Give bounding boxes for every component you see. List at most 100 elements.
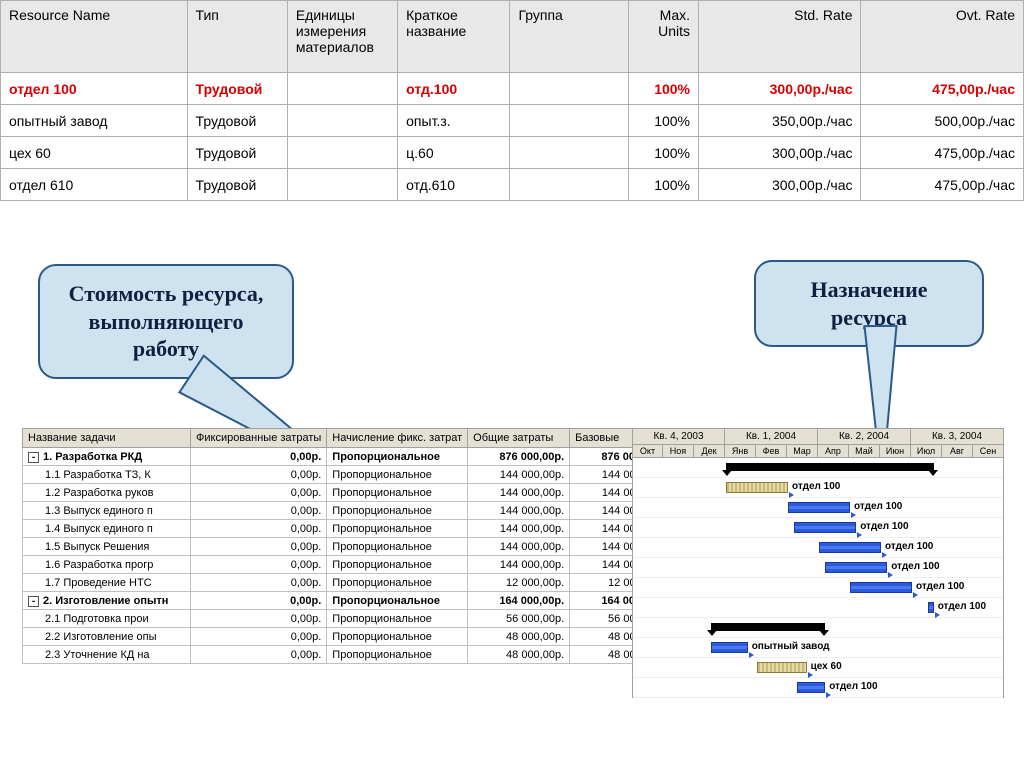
gantt-bar[interactable]: [794, 522, 856, 533]
gantt-bar-label: отдел 100: [860, 521, 908, 532]
gantt-bar-label: отдел 100: [792, 481, 840, 492]
cell-ovt: 475,00р./час: [861, 137, 1024, 169]
task-row[interactable]: 1.1 Разработка ТЗ, К0,00р.Пропорциональн…: [23, 466, 672, 484]
gantt-month: Фев: [756, 445, 787, 458]
task-cell-fixed: 0,00р.: [191, 466, 327, 484]
gantt-bar-label: отдел 100: [885, 541, 933, 552]
task-cell-name: 2.3 Уточнение КД на: [23, 646, 191, 664]
callout-assign-text: Назначение ресурса: [810, 277, 927, 330]
task-cell-accr: Пропорциональное: [327, 502, 468, 520]
task-row[interactable]: -1. Разработка РКД0,00р.Пропорциональное…: [23, 448, 672, 466]
task-cell-name: 1.5 Выпуск Решения: [23, 538, 191, 556]
cell-type: Трудовой: [187, 105, 287, 137]
task-row[interactable]: 1.4 Выпуск единого п0,00р.Пропорциональн…: [23, 520, 672, 538]
gantt-month: Мар: [787, 445, 818, 458]
task-row[interactable]: 1.2 Разработка руков0,00р.Пропорциональн…: [23, 484, 672, 502]
cell-name: цех 60: [1, 137, 188, 169]
resource-row[interactable]: отдел 100Трудовойотд.100100%300,00р./час…: [1, 73, 1024, 105]
cell-max: 100%: [628, 169, 698, 201]
gantt-bar-label: отдел 100: [854, 501, 902, 512]
gantt-bar-label: отдел 100: [829, 681, 877, 692]
task-row[interactable]: 1.7 Проведение НТС0,00р.Пропорциональное…: [23, 574, 672, 592]
gantt-summary-bar: [726, 463, 934, 471]
gantt-month: Ноя: [663, 445, 694, 458]
task-cell-accr: Пропорциональное: [327, 520, 468, 538]
gantt-row: [633, 558, 1003, 578]
outline-toggle[interactable]: -: [28, 452, 39, 463]
resource-row[interactable]: опытный заводТрудовойопыт.з.100%350,00р.…: [1, 105, 1024, 137]
task-col-fixed[interactable]: Фиксированные затраты: [191, 429, 327, 448]
gantt-month: Июн: [880, 445, 911, 458]
cell-unit: [287, 137, 397, 169]
task-cell-accr: Пропорциональное: [327, 538, 468, 556]
task-col-total[interactable]: Общие затраты: [468, 429, 570, 448]
task-cell-total: 144 000,00р.: [468, 556, 570, 574]
gantt-bar[interactable]: [711, 642, 748, 653]
task-cell-total: 164 000,00р.: [468, 592, 570, 610]
task-cell-fixed: 0,00р.: [191, 574, 327, 592]
callout-cost: Стоимость ресурса, выполняющего работу: [38, 264, 294, 379]
task-row[interactable]: 2.1 Подготовка прои0,00р.Пропорционально…: [23, 610, 672, 628]
task-cell-name: 1.1 Разработка ТЗ, К: [23, 466, 191, 484]
cell-ovt: 475,00р./час: [861, 169, 1024, 201]
gantt-bar[interactable]: [928, 602, 934, 613]
res-col-max[interactable]: Max. Units: [628, 1, 698, 73]
gantt-summary-bar: [711, 623, 826, 631]
gantt-bar[interactable]: [757, 662, 807, 673]
cell-short: ц.60: [398, 137, 510, 169]
task-row[interactable]: 1.5 Выпуск Решения0,00р.Пропорциональное…: [23, 538, 672, 556]
task-cell-total: 56 000,00р.: [468, 610, 570, 628]
task-table: Название задачиФиксированные затратыНачи…: [22, 428, 672, 664]
gantt-bar[interactable]: [797, 682, 825, 693]
cell-group: [510, 73, 628, 105]
gantt-bar[interactable]: [819, 542, 881, 553]
task-cell-name: 2.2 Изготовление опы: [23, 628, 191, 646]
gantt-bar[interactable]: [726, 482, 788, 493]
gantt-bar[interactable]: [850, 582, 912, 593]
task-cell-total: 48 000,00р.: [468, 646, 570, 664]
gantt-quarter: Кв. 2, 2004: [818, 428, 911, 445]
task-cell-fixed: 0,00р.: [191, 610, 327, 628]
task-row[interactable]: 2.3 Уточнение КД на0,00р.Пропорционально…: [23, 646, 672, 664]
gantt-bar[interactable]: [825, 562, 887, 573]
task-cell-total: 144 000,00р.: [468, 466, 570, 484]
cell-type: Трудовой: [187, 137, 287, 169]
outline-toggle[interactable]: -: [28, 596, 39, 607]
cell-max: 100%: [628, 73, 698, 105]
gantt-month: Дек: [694, 445, 725, 458]
task-row[interactable]: 1.6 Разработка прогр0,00р.Пропорциональн…: [23, 556, 672, 574]
res-col-ovt[interactable]: Ovt. Rate: [861, 1, 1024, 73]
task-cell-fixed: 0,00р.: [191, 484, 327, 502]
task-cell-accr: Пропорциональное: [327, 610, 468, 628]
task-row[interactable]: 1.3 Выпуск единого п0,00р.Пропорциональн…: [23, 502, 672, 520]
task-panel: Название задачиФиксированные затратыНачи…: [22, 428, 1002, 664]
task-row[interactable]: 2.2 Изготовление опы0,00р.Пропорциональн…: [23, 628, 672, 646]
res-col-group[interactable]: Группа: [510, 1, 628, 73]
resource-row[interactable]: отдел 610Трудовойотд.610100%300,00р./час…: [1, 169, 1024, 201]
task-cell-total: 144 000,00р.: [468, 502, 570, 520]
task-row[interactable]: -2. Изготовление опытн0,00р.Пропорционал…: [23, 592, 672, 610]
task-cell-name: 2.1 Подготовка прои: [23, 610, 191, 628]
task-cell-name: 1.6 Разработка прогр: [23, 556, 191, 574]
cell-unit: [287, 169, 397, 201]
res-col-short[interactable]: Краткое название: [398, 1, 510, 73]
cell-type: Трудовой: [187, 73, 287, 105]
task-cell-fixed: 0,00р.: [191, 448, 327, 466]
res-col-std[interactable]: Std. Rate: [699, 1, 861, 73]
res-col-name[interactable]: Resource Name: [1, 1, 188, 73]
task-col-name[interactable]: Название задачи: [23, 429, 191, 448]
gantt-month: Май: [849, 445, 880, 458]
res-col-type[interactable]: Тип: [187, 1, 287, 73]
task-cell-total: 144 000,00р.: [468, 484, 570, 502]
resource-row[interactable]: цех 60Трудовойц.60100%300,00р./час475,00…: [1, 137, 1024, 169]
cell-std: 300,00р./час: [699, 169, 861, 201]
cell-ovt: 475,00р./час: [861, 73, 1024, 105]
task-cell-accr: Пропорциональное: [327, 448, 468, 466]
gantt-bar-label: цех 60: [811, 661, 842, 672]
task-col-accr[interactable]: Начисление фикс. затрат: [327, 429, 468, 448]
res-col-unit[interactable]: Единицы измерения материалов: [287, 1, 397, 73]
cell-group: [510, 105, 628, 137]
gantt-bar[interactable]: [788, 502, 850, 513]
gantt-quarter: Кв. 1, 2004: [725, 428, 818, 445]
task-cell-total: 876 000,00р.: [468, 448, 570, 466]
